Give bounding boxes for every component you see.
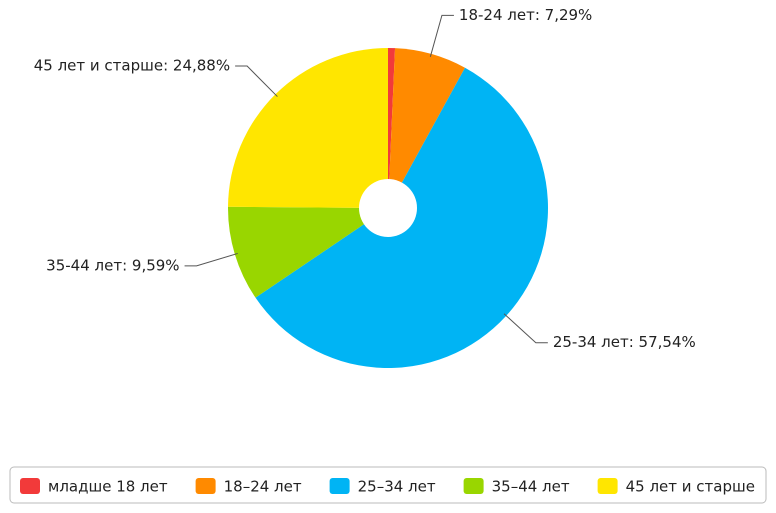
leader-line <box>235 65 278 97</box>
pie-slice <box>388 48 465 209</box>
legend-label[interactable]: 18–24 лет <box>224 478 302 496</box>
legend-label[interactable]: младше 18 лет <box>48 478 168 496</box>
legend-label[interactable]: 25–34 лет <box>358 478 436 496</box>
legend-swatch[interactable] <box>463 478 484 494</box>
pie-slice <box>388 48 396 208</box>
leader-line <box>184 252 238 267</box>
legend-swatch[interactable] <box>195 478 216 494</box>
legend-swatch[interactable] <box>597 478 618 494</box>
data-label: 45 лет и старше: 24,88% <box>34 57 230 75</box>
data-label: 25-34 лет: 57,54% <box>553 333 696 351</box>
legend-swatch[interactable] <box>20 478 40 494</box>
legend-label[interactable]: 35–44 лет <box>492 478 570 496</box>
data-label: 35-44 лет: 9,59% <box>46 256 179 274</box>
leader-line <box>503 313 548 344</box>
pie-slice <box>228 206 388 298</box>
pie-slice <box>228 48 388 208</box>
leader-line <box>429 14 454 57</box>
legend-swatch[interactable] <box>329 478 350 494</box>
data-label: 18-24 лет: 7,29% <box>459 6 592 24</box>
legend-label[interactable]: 45 лет и старше <box>626 478 755 496</box>
donut-hole <box>359 179 417 237</box>
